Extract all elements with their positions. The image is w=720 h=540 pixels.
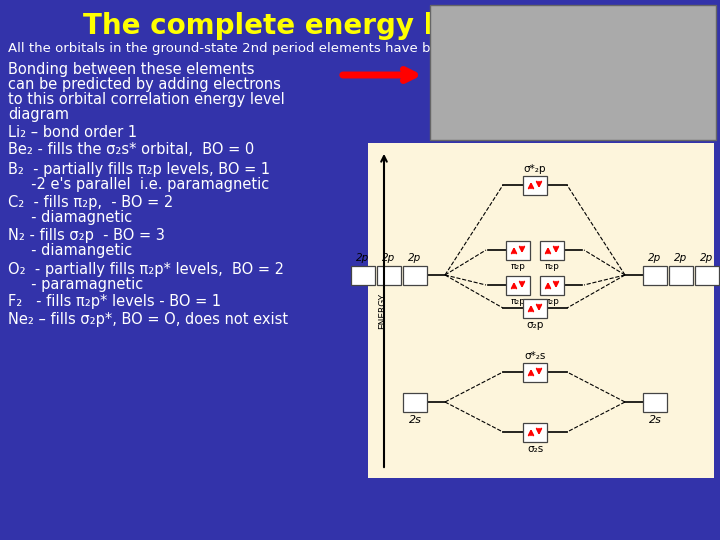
Text: 2p: 2p — [649, 253, 662, 263]
Text: B₂  - partially fills π₂p levels, BO = 1: B₂ - partially fills π₂p levels, BO = 1 — [8, 162, 270, 177]
Text: 2p: 2p — [675, 253, 688, 263]
Text: 2p: 2p — [382, 253, 395, 263]
Text: can be predicted by adding electrons: can be predicted by adding electrons — [8, 77, 281, 92]
Bar — [695, 266, 719, 285]
Text: σ₂s: σ₂s — [527, 444, 543, 454]
Bar — [506, 275, 530, 294]
Bar — [430, 5, 716, 140]
Text: 2s: 2s — [649, 415, 662, 425]
Bar — [540, 240, 564, 260]
Text: σ*₂p: σ*₂p — [523, 164, 546, 174]
Bar — [540, 275, 564, 294]
Bar — [523, 362, 547, 381]
Text: 2s: 2s — [408, 415, 421, 425]
Bar — [403, 393, 427, 411]
Text: Bonding between these elements: Bonding between these elements — [8, 62, 254, 77]
Text: σ₂p: σ₂p — [526, 320, 544, 330]
Text: ENERGY: ENERGY — [379, 293, 387, 328]
Bar — [669, 266, 693, 285]
Bar — [523, 422, 547, 442]
Bar — [643, 393, 667, 411]
Text: F₂   - fills π₂p* levels - BO = 1: F₂ - fills π₂p* levels - BO = 1 — [8, 294, 221, 309]
Text: -2 e's parallel  i.e. paramagnetic: -2 e's parallel i.e. paramagnetic — [8, 177, 269, 192]
Text: π₂p: π₂p — [544, 262, 559, 271]
Bar — [506, 240, 530, 260]
Text: π₂p: π₂p — [510, 262, 526, 271]
Text: Ne₂ – fills σ₂p*, BO = O, does not exist: Ne₂ – fills σ₂p*, BO = O, does not exist — [8, 312, 288, 327]
Text: π₂p: π₂p — [544, 297, 559, 306]
Text: - paramagnetic: - paramagnetic — [8, 277, 143, 292]
Text: 2p: 2p — [356, 253, 369, 263]
Text: 2p: 2p — [701, 253, 714, 263]
Bar — [368, 143, 714, 478]
Text: The complete energy level diagram: The complete energy level diagram — [83, 12, 637, 40]
Bar — [377, 266, 401, 285]
Text: σ*₂s: σ*₂s — [524, 351, 546, 361]
Bar — [523, 299, 547, 318]
Text: - diamangetic: - diamangetic — [8, 243, 132, 258]
Bar — [403, 266, 427, 285]
Text: Li₂ – bond order 1: Li₂ – bond order 1 — [8, 125, 137, 140]
Text: diagram: diagram — [8, 107, 69, 122]
Text: 2p: 2p — [408, 253, 422, 263]
Text: N₂ - fills σ₂p  - BO = 3: N₂ - fills σ₂p - BO = 3 — [8, 228, 165, 243]
Text: C₂  - fills π₂p,  - BO = 2: C₂ - fills π₂p, - BO = 2 — [8, 195, 174, 210]
Text: O₂  - partially fills π₂p* levels,  BO = 2: O₂ - partially fills π₂p* levels, BO = 2 — [8, 262, 284, 277]
Text: π₂p: π₂p — [510, 297, 526, 306]
Text: Be₂ - fills the σ₂s* orbital,  BO = 0: Be₂ - fills the σ₂s* orbital, BO = 0 — [8, 142, 254, 157]
Text: All the orbitals in the ground-state 2nd period elements have been considered: All the orbitals in the ground-state 2nd… — [8, 42, 533, 55]
Bar — [643, 266, 667, 285]
Bar — [523, 176, 547, 194]
Bar — [351, 266, 375, 285]
Text: to this orbital correlation energy level: to this orbital correlation energy level — [8, 92, 284, 107]
Text: - diamagnetic: - diamagnetic — [8, 210, 132, 225]
